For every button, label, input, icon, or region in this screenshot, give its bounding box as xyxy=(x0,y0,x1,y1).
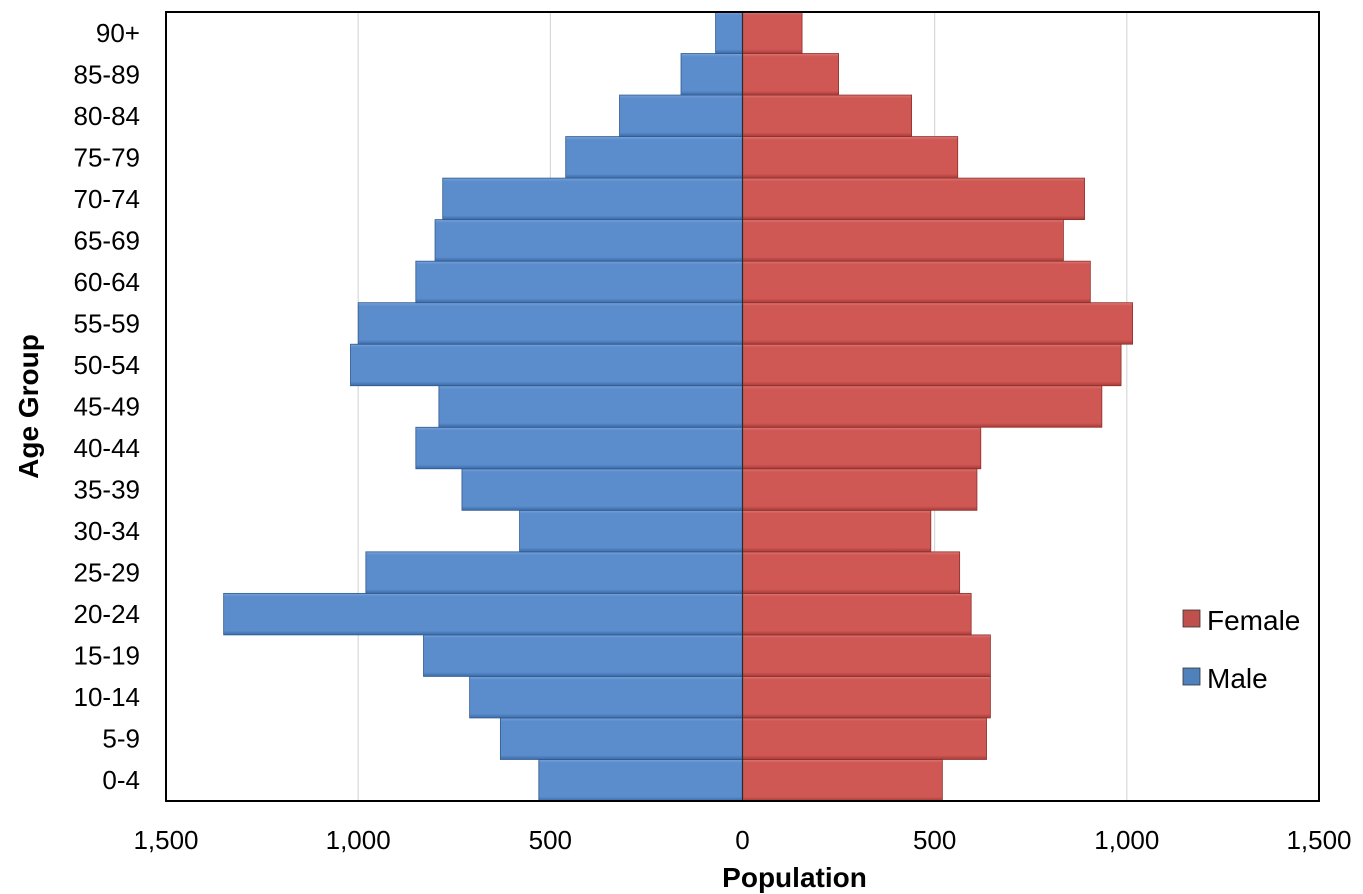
y-tick-label: 15-19 xyxy=(74,641,141,671)
male-legend-swatch xyxy=(1182,667,1201,686)
female-bar-15-19 xyxy=(742,634,991,677)
female-bars xyxy=(741,11,1133,802)
male-bar-40-44 xyxy=(415,426,743,470)
female-bar-0-4 xyxy=(742,759,943,802)
x-tick-label: 1,500 xyxy=(1286,825,1351,855)
male-bar-10-14 xyxy=(469,676,743,719)
male-bar-70-74 xyxy=(442,177,743,221)
female-bar-25-29 xyxy=(742,551,961,594)
male-bar-65-69 xyxy=(434,219,743,262)
male-bars xyxy=(223,11,743,802)
male-bar-15-19 xyxy=(423,634,743,677)
y-tick-label: 90+ xyxy=(96,18,140,48)
female-bar-55-59 xyxy=(742,302,1133,345)
female-bar-85-89 xyxy=(742,53,839,96)
y-tick-label: 10-14 xyxy=(74,682,141,712)
y-tick-label: 30-34 xyxy=(74,516,141,546)
female-bar-65-69 xyxy=(742,219,1064,262)
male-bar-25-29 xyxy=(365,551,743,594)
male-bar-55-59 xyxy=(357,302,743,345)
y-tick-label: 35-39 xyxy=(74,475,141,505)
male-bar-50-54 xyxy=(350,343,743,387)
female-bar-45-49 xyxy=(742,385,1103,428)
y-tick-label: 55-59 xyxy=(74,308,141,338)
female-bar-50-54 xyxy=(742,343,1122,387)
y-tick-label: 40-44 xyxy=(74,433,141,463)
y-tick-label: 60-64 xyxy=(74,267,141,297)
x-tick-label: 1,500 xyxy=(133,825,198,855)
female-bar-80-84 xyxy=(742,94,913,137)
y-tick-label: 0-4 xyxy=(102,765,140,795)
y-tick-label: 80-84 xyxy=(74,101,141,131)
x-tick-label: 500 xyxy=(913,825,956,855)
female-bar-75-79 xyxy=(742,136,959,179)
male-bar-20-24 xyxy=(223,592,743,636)
legend: Female Male xyxy=(1182,605,1300,694)
male-bar-0-4 xyxy=(538,759,743,802)
male-legend-label: Male xyxy=(1207,663,1268,694)
male-bar-60-64 xyxy=(415,260,743,304)
female-legend-swatch xyxy=(1182,609,1201,628)
male-bar-75-79 xyxy=(565,136,743,179)
female-bar-60-64 xyxy=(742,260,1091,304)
x-tick-label: 1,000 xyxy=(326,825,391,855)
y-axis-title: Age Group xyxy=(13,334,44,479)
female-bar-90+ xyxy=(742,11,803,54)
female-bar-20-24 xyxy=(742,592,972,636)
y-axis-tick-labels: 0-4 5-9 10-14 15-19 20-24 25-29 30-34 35-39 40-4… xyxy=(74,18,141,795)
y-tick-label: 70-74 xyxy=(74,184,141,214)
male-bar-5-9 xyxy=(499,717,743,760)
female-bar-5-9 xyxy=(742,717,987,760)
x-tick-label: 0 xyxy=(735,825,749,855)
y-tick-label: 20-24 xyxy=(74,599,141,629)
y-tick-label: 50-54 xyxy=(74,350,141,380)
female-bar-30-34 xyxy=(742,509,932,553)
male-bar-80-84 xyxy=(619,94,743,137)
x-axis-title: Population xyxy=(722,862,867,893)
male-bar-35-39 xyxy=(461,468,743,511)
male-bar-30-34 xyxy=(519,509,743,553)
female-legend-label: Female xyxy=(1207,605,1300,636)
y-tick-label: 45-49 xyxy=(74,392,141,422)
female-bar-10-14 xyxy=(742,676,991,719)
male-bar-45-49 xyxy=(438,385,743,428)
y-tick-label: 5-9 xyxy=(102,724,140,754)
female-bar-35-39 xyxy=(742,468,978,511)
y-tick-label: 75-79 xyxy=(74,142,141,172)
y-tick-label: 85-89 xyxy=(74,59,141,89)
x-tick-label: 1,000 xyxy=(1094,825,1159,855)
x-tick-label: 500 xyxy=(529,825,572,855)
male-bar-90+ xyxy=(715,11,743,54)
y-tick-label: 25-29 xyxy=(74,558,141,588)
female-bar-40-44 xyxy=(742,426,982,470)
plot-area-frame xyxy=(165,11,1320,802)
x-axis-tick-labels: 1,500 1,000 500 0 500 1,000 1,500 xyxy=(133,825,1351,855)
male-bar-85-89 xyxy=(680,53,743,96)
female-bar-70-74 xyxy=(742,177,1085,221)
y-tick-label: 65-69 xyxy=(74,225,141,255)
